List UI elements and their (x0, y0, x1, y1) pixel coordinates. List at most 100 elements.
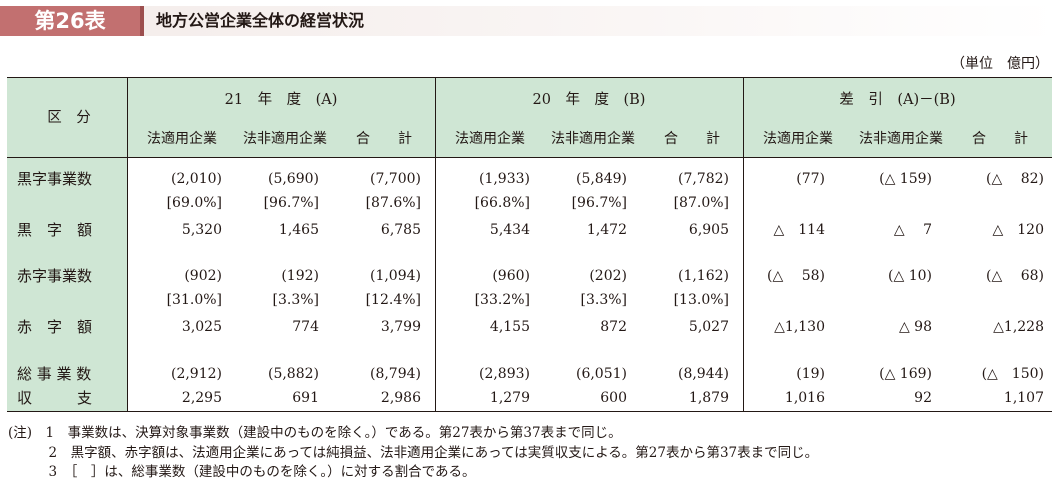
row-label: 赤字事業数 (17, 267, 93, 285)
akaji-ratio-row-cell: [33.2%] (474, 292, 530, 308)
kuroji-gaku-row-cell: 1,465 (278, 222, 319, 238)
akaji-ratio-row-cell: [3.3%] (272, 292, 320, 308)
kuroji-ratio-row-cell: [96.7%] (571, 195, 627, 211)
so-jigyosu-row-cell: (△ 169) (879, 366, 932, 382)
kuroji-ratio-row-cell: [66.8%] (474, 195, 530, 211)
header-divider (7, 157, 1052, 158)
row-label-background (7, 157, 127, 411)
kuroji-jigyosu-row-cell: (7,700) (369, 171, 421, 187)
so-jigyosu-row-cell: (2,893) (478, 366, 530, 382)
shushi-row-cell: 2,295 (181, 390, 222, 406)
kuroji-gaku-row-cell: 1,472 (586, 222, 627, 238)
so-jigyosu-row-cell: (6,051) (575, 366, 627, 382)
akaji-gaku-row-cell: 5,027 (688, 319, 729, 335)
akaji-ratio-row-cell: [13.0%] (673, 292, 729, 308)
akaji-ratio-row-cell: [31.0%] (166, 292, 222, 308)
akaji-gaku-row-cell: △1,130 (774, 319, 825, 335)
akaji-gaku-row-cell: 4,155 (489, 319, 530, 335)
notes: (注) 1 事業数は、決算対象事業数（建設中のものを除く。）である。第27表から… (8, 424, 818, 483)
kuroji-gaku-row-cell: △ 7 (893, 222, 932, 238)
akaji-gaku-row-cell: 3,799 (380, 319, 421, 335)
subcol-header-hou: 法適用企業 (455, 131, 525, 147)
shushi-row-cell: 600 (600, 390, 627, 406)
kuroji-gaku-row-cell: 5,434 (489, 222, 530, 238)
akaji-jigyosu-row-cell: (△ 58) (767, 268, 825, 284)
akaji-jigyosu-row-cell: (1,162) (677, 268, 729, 284)
column-divider (743, 78, 744, 411)
kuroji-ratio-row-cell: [96.7%] (263, 195, 319, 211)
subcol-header-hihou: 法非適用企業 (859, 131, 943, 147)
group-header-20: 20 年 度 (B) (532, 92, 646, 108)
row-label: 黒 字 額 (17, 221, 93, 239)
shushi-row-cell: 2,986 (380, 390, 421, 406)
kuroji-jigyosu-row-cell: (77) (796, 171, 825, 187)
column-divider (435, 78, 436, 411)
akaji-jigyosu-row-cell: (△ 68) (986, 268, 1044, 284)
subcol-header-total: 合 計 (972, 131, 1028, 147)
row-label: 総 事 業 数 (17, 365, 92, 383)
kuroji-jigyosu-row-cell: (5,849) (575, 171, 627, 187)
title-bar: 第26表 地方公営企業全体の経営状況 (0, 6, 1059, 36)
kuroji-jigyosu-row-cell: (7,782) (677, 171, 729, 187)
kuroji-jigyosu-row-cell: (5,690) (267, 171, 319, 187)
akaji-gaku-row-cell: △ 98 (898, 319, 932, 335)
akaji-gaku-row-cell: 774 (292, 319, 319, 335)
table-number-badge: 第26表 (0, 6, 140, 36)
kuroji-jigyosu-row-cell: (△ 159) (879, 171, 932, 187)
shushi-row-cell: 1,016 (784, 390, 825, 406)
data-table: 区 分 21 年 度 (A) 20 年 度 (B) 差 引 (A)－(B) 法適… (7, 77, 1052, 412)
subcol-header-total: 合 計 (664, 131, 720, 147)
kuroji-gaku-row-cell: △ 120 (992, 222, 1045, 238)
subcol-header-hihou: 法非適用企業 (551, 131, 635, 147)
so-jigyosu-row-cell: (8,944) (677, 366, 729, 382)
akaji-gaku-row-cell: △1,228 (993, 319, 1044, 335)
subcol-header-hou: 法適用企業 (763, 131, 833, 147)
akaji-jigyosu-row-cell: (△ 10) (888, 268, 932, 284)
subcol-header-hou: 法適用企業 (147, 131, 217, 147)
kuroji-gaku-row-cell: 5,320 (181, 222, 222, 238)
akaji-jigyosu-row-cell: (960) (492, 268, 530, 284)
shushi-row-cell: 1,279 (489, 390, 530, 406)
kuroji-ratio-row-cell: [87.0%] (673, 195, 729, 211)
group-header-diff: 差 引 (A)－(B) (839, 92, 956, 108)
shushi-row-cell: 1,879 (688, 390, 729, 406)
akaji-ratio-row-cell: [12.4%] (365, 292, 421, 308)
row-label: 赤 字 額 (17, 318, 93, 336)
row-label: 黒字事業数 (17, 170, 93, 188)
akaji-jigyosu-row-cell: (902) (184, 268, 222, 284)
note-2: 2 黒字額、赤字額は、法適用企業にあっては純損益、法非適用企業にあっては実質収支… (8, 444, 819, 461)
note-1: (注) 1 事業数は、決算対象事業数（建設中のものを除く。）である。第27表から… (8, 425, 622, 441)
shushi-row-cell: 92 (914, 390, 932, 406)
akaji-ratio-row-cell: [3.3%] (580, 292, 628, 308)
so-jigyosu-row-cell: (2,912) (170, 366, 222, 382)
column-divider (127, 78, 128, 411)
so-jigyosu-row-cell: (19) (796, 366, 825, 382)
subcol-header-total: 合 計 (356, 131, 412, 147)
kuroji-ratio-row-cell: [87.6%] (365, 195, 421, 211)
row-label: 収 支 (17, 389, 93, 407)
akaji-jigyosu-row-cell: (192) (281, 268, 319, 284)
akaji-jigyosu-row-cell: (1,094) (369, 268, 421, 284)
akaji-gaku-row-cell: 3,025 (181, 319, 222, 335)
kuroji-jigyosu-row-cell: (1,933) (478, 171, 530, 187)
unit-label: （単位 億円） (951, 56, 1049, 72)
group-header-21: 21 年 度 (A) (224, 92, 338, 108)
akaji-gaku-row-cell: 872 (600, 319, 627, 335)
table-title: 地方公営企業全体の経営状況 (156, 11, 365, 30)
kuroji-gaku-row-cell: △ 114 (773, 222, 826, 238)
kuroji-jigyosu-row-cell: (2,010) (170, 171, 222, 187)
kuroji-jigyosu-row-cell: (△ 82) (986, 171, 1044, 187)
header-background (7, 78, 1052, 157)
so-jigyosu-row-cell: (8,794) (369, 366, 421, 382)
kuroji-gaku-row-cell: 6,905 (688, 222, 729, 238)
row-label-header: 区 分 (47, 110, 91, 126)
shushi-row-cell: 691 (292, 390, 319, 406)
so-jigyosu-row-cell: (△ 150) (981, 366, 1044, 382)
subcol-header-hihou: 法非適用企業 (243, 131, 327, 147)
kuroji-gaku-row-cell: 6,785 (380, 222, 421, 238)
note-3: 3 ［ ］は、総事業数（建設中のものを除く。）に対する割合である。 (8, 464, 476, 480)
so-jigyosu-row-cell: (5,882) (267, 366, 319, 382)
title-accent-bar (140, 6, 144, 36)
shushi-row-cell: 1,107 (1003, 390, 1044, 406)
kuroji-ratio-row-cell: [69.0%] (166, 195, 222, 211)
